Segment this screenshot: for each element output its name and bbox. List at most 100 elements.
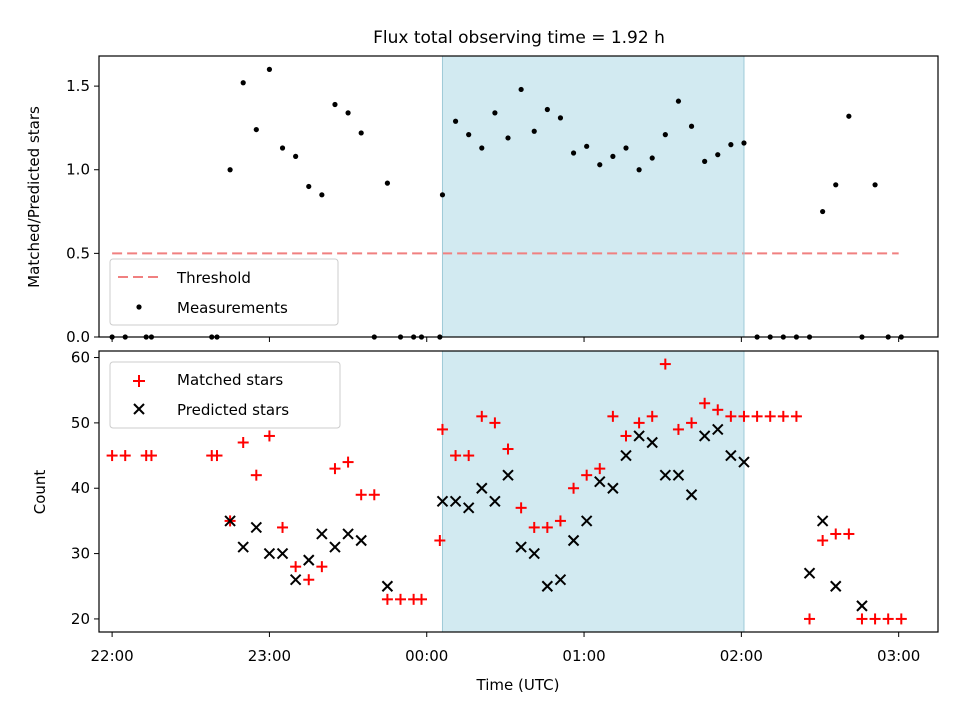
predicted-star-point: [633, 430, 645, 442]
measurement-point: [439, 192, 446, 198]
bottom-panel: 20 30 40 50 60 22:00 23:00 00:00 01:00 02:00 03:0…: [31, 349, 939, 694]
matched-star-point: [381, 593, 393, 605]
measurement-point: [688, 123, 695, 129]
predicted-star-point: [476, 482, 488, 494]
y-tick-label: 1.0: [66, 161, 90, 179]
predicted-star-point: [342, 528, 354, 540]
predicted-star-point: [289, 574, 302, 586]
measurement-point: [266, 66, 273, 72]
matched-star-point: [329, 463, 341, 475]
measurement-point: [479, 145, 485, 151]
measurement-point: [702, 158, 708, 164]
measurement-point: [557, 115, 564, 121]
top-axes-frame: [98, 55, 939, 338]
matched-star-point: [712, 404, 724, 416]
top-measurement-points: [109, 56, 904, 340]
measurement-point: [253, 126, 259, 133]
measurement-point: [240, 80, 246, 86]
matched-star-point: [699, 397, 711, 409]
matched-star-point: [415, 593, 427, 605]
matched-star-point: [250, 469, 262, 481]
matched-star-point: [646, 410, 658, 422]
x-tick-label: 01:00: [562, 647, 605, 665]
y-tick-label: 0.0: [66, 328, 90, 346]
matched-star-point: [436, 423, 448, 435]
matched-star-point: [725, 410, 737, 422]
matched-star-point: [568, 482, 580, 494]
measurement-point: [728, 142, 734, 148]
matched-star-point: [751, 410, 763, 422]
predicted-star-point: [830, 580, 842, 592]
predicted-star-point: [449, 495, 462, 508]
matched-star-point: [856, 613, 868, 625]
matched-star-point: [145, 450, 157, 462]
measurement-point: [846, 113, 852, 119]
predicted-star-point: [816, 515, 829, 527]
measurement-point: [715, 152, 721, 158]
predicted-star-point: [329, 541, 341, 553]
measurement-point: [452, 118, 459, 124]
matched-star-point: [303, 574, 315, 586]
x-tick-label: 03:00: [877, 647, 920, 665]
bottom-legend: Matched stars Predicted stars: [109, 361, 341, 429]
predicted-star-point: [712, 423, 724, 436]
legend-predicted-label: Predicted stars: [177, 401, 289, 419]
y-tick-label: 50: [71, 414, 90, 432]
matched-star-point: [777, 410, 789, 422]
measurement-point: [649, 155, 655, 161]
predicted-star-point: [738, 456, 750, 468]
matched-star-point: [211, 450, 223, 462]
predicted-star-point: [803, 567, 816, 579]
chart-title: Flux total observing time = 1.92 h: [373, 28, 665, 48]
matched-star-point: [581, 469, 593, 481]
matched-star-point: [620, 430, 632, 442]
measurement-point: [319, 192, 325, 198]
predicted-star-point: [355, 534, 367, 547]
x-tick-label: 02:00: [720, 647, 763, 665]
predicted-star-point: [607, 482, 619, 494]
bottom-y-axis-label: Count: [31, 470, 49, 515]
matched-star-point: [764, 410, 776, 422]
measurement-point: [584, 143, 590, 149]
matched-star-point: [106, 450, 118, 462]
measurement-point: [293, 153, 299, 159]
matched-star-point: [434, 535, 446, 547]
legend-measurements-swatch: [136, 304, 142, 310]
measurement-point: [675, 98, 682, 104]
predicted-star-point: [276, 547, 289, 560]
predicted-star-point: [685, 489, 698, 501]
measurement-point: [358, 130, 364, 136]
matched-star-point: [316, 561, 328, 573]
matched-star-point: [515, 502, 527, 514]
predicted-star-point: [594, 475, 606, 488]
matched-star-point: [869, 613, 881, 625]
predicted-star-point: [698, 430, 711, 442]
predicted-star-point: [515, 541, 527, 553]
y-tick-label: 0.5: [66, 244, 90, 262]
measurement-point: [636, 167, 642, 173]
measurement-point: [623, 145, 629, 151]
x-tick-label: 00:00: [405, 647, 448, 665]
measurement-point: [597, 162, 603, 168]
measurement-point: [872, 182, 878, 188]
matched-star-point: [882, 613, 894, 625]
predicted-star-point: [381, 580, 394, 592]
matched-star-point: [895, 613, 907, 625]
predicted-star-point: [502, 469, 514, 481]
predicted-star-point: [672, 469, 685, 481]
predicted-star-point: [316, 528, 328, 540]
measurement-point: [466, 132, 472, 138]
legend-threshold-label: Threshold: [176, 269, 251, 287]
predicted-star-point: [725, 449, 737, 462]
bottom-axes-frame: [98, 350, 939, 633]
matched-star-point: [355, 489, 367, 501]
predicted-star-point: [224, 515, 236, 527]
predicted-star-point: [554, 574, 567, 586]
top-y-axis: 0.0 0.5 1.0 1.5: [66, 77, 99, 346]
top-x-axis: [111, 337, 900, 342]
matched-star-point: [277, 521, 289, 533]
matched-star-point: [541, 521, 553, 533]
predicted-star-point: [580, 515, 593, 527]
measurement-point: [518, 86, 524, 93]
measurement-point: [332, 101, 338, 108]
